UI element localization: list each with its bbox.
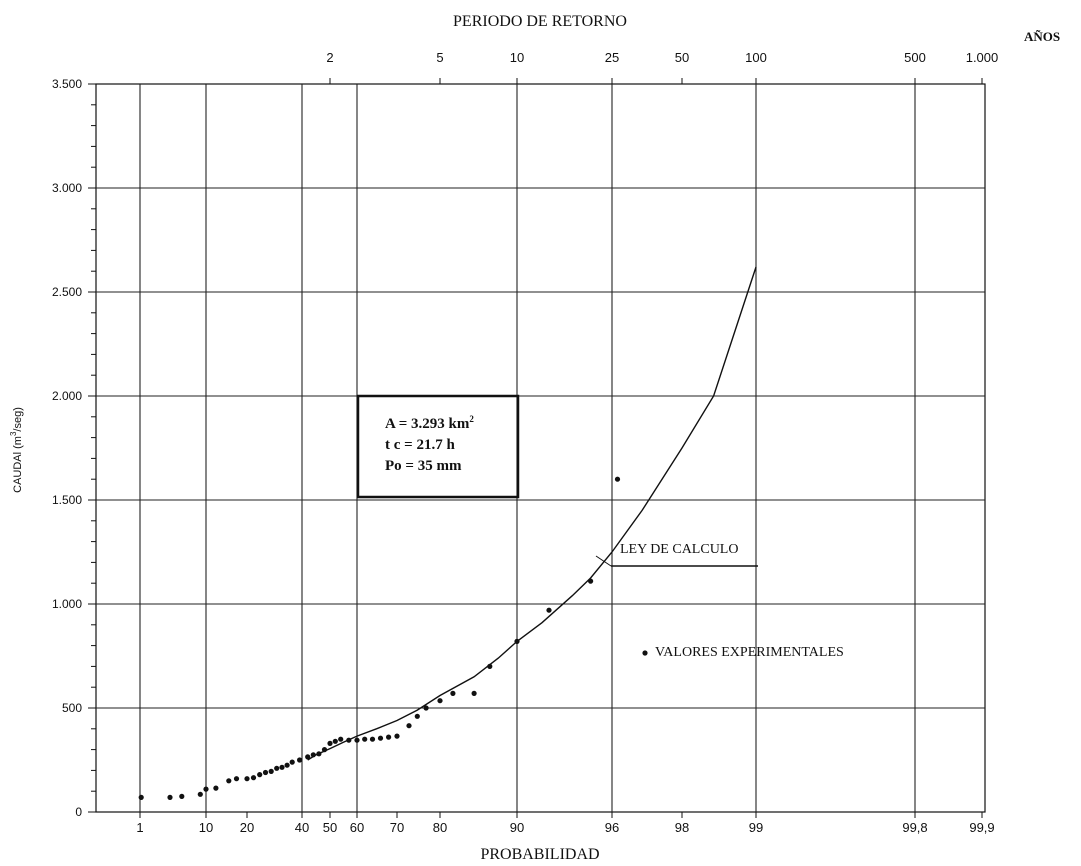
top-axis-tick-label: 10 — [510, 50, 524, 65]
experimental-point — [332, 738, 338, 744]
x-tick-label: 96 — [605, 820, 619, 835]
y-axis-title-sup: 3 — [9, 431, 18, 436]
experimental-point — [268, 768, 274, 775]
experimental-point — [284, 762, 290, 768]
x-tick-label: 99 — [749, 820, 763, 835]
experimental-point — [338, 736, 344, 742]
x-tick-label: 20 — [240, 820, 254, 835]
x-tick-label: 10 — [199, 820, 213, 835]
top-axis-tick-label: 500 — [904, 50, 926, 65]
experimental-point — [394, 733, 400, 739]
svg-text:A = 3.293 km2: A = 3.293 km2 — [385, 414, 474, 432]
experimental-point — [406, 723, 412, 729]
experimental-point — [179, 793, 185, 800]
x-tick-label: 80 — [433, 820, 447, 835]
y-tick-label: 2.500 — [52, 285, 82, 299]
experimental-point — [414, 713, 420, 719]
experimental-point — [437, 698, 443, 704]
experimental-point — [305, 754, 311, 760]
y-tick-label: 500 — [62, 701, 82, 715]
info-box-area: A = 3.293 km — [385, 416, 470, 432]
x-tick-label: 70 — [390, 820, 404, 835]
experimental-point — [274, 765, 280, 771]
experimental-point — [138, 794, 144, 801]
legend-marker — [642, 650, 648, 656]
experimental-point — [471, 690, 477, 697]
info-box: A = 3.293 km2 t c = 21.7 h Po = 35 mm — [356, 394, 520, 499]
experimental-point — [614, 476, 621, 482]
experimental-point — [386, 734, 392, 740]
y-tick-label: 1.000 — [52, 597, 82, 611]
axis-ticks — [88, 78, 983, 818]
x-tick-label: 50 — [323, 820, 337, 835]
grid — [95, 83, 986, 813]
legend-ley-de-calculo-label: LEY DE CALCULO — [620, 542, 738, 557]
experimental-point — [354, 737, 360, 743]
top-axis-tick-label: 2 — [326, 50, 333, 65]
experimental-point — [244, 776, 250, 782]
experimental-point — [167, 794, 173, 801]
legend-valores-experimentales: VALORES EXPERIMENTALES — [642, 645, 844, 660]
y-tick-label: 0 — [75, 805, 82, 819]
experimental-point — [546, 607, 552, 613]
experimental-point — [450, 690, 456, 697]
experimental-point — [233, 776, 240, 782]
experimental-point — [250, 775, 257, 781]
x-tick-label: 40 — [295, 820, 309, 835]
y-tick-label: 3.500 — [52, 77, 82, 91]
experimental-point — [289, 759, 295, 765]
series — [138, 266, 757, 801]
top-axis-tick-label: 5 — [436, 50, 443, 65]
axis-tick-labels: 0 500 1.000 1.500 2.000 2.500 3.000 3.500 1 10 20 4… — [52, 50, 998, 835]
x-tick-label: 98 — [675, 820, 689, 835]
experimental-point — [423, 705, 429, 711]
x-tick-label: 99,8 — [902, 820, 927, 835]
experimental-point — [197, 791, 203, 797]
experimental-point — [203, 786, 209, 792]
y-axis-title-text: CAUDAl (m — [12, 436, 24, 493]
top-axis-tick-label: 25 — [605, 50, 619, 65]
experimental-point — [279, 764, 285, 770]
experimental-point — [262, 769, 269, 776]
y-axis-title: CAUDAl (m3/seg) — [9, 407, 24, 493]
ley-de-calculo-curve — [307, 266, 757, 761]
y-tick-label: 1.500 — [52, 493, 82, 507]
experimental-point — [297, 757, 303, 763]
info-box-tc: t c = 21.7 h — [385, 437, 455, 453]
info-box-po: Po = 35 mm — [385, 458, 462, 474]
legend-valores-experimentales-label: VALORES EXPERIMENTALES — [655, 645, 844, 660]
experimental-point — [377, 735, 384, 741]
experimental-point — [257, 772, 263, 778]
experimental-point — [226, 778, 232, 784]
y-axis-title-tail: /seg) — [12, 407, 24, 431]
x-tick-label: 60 — [350, 820, 364, 835]
experimental-point — [369, 736, 376, 742]
x-axis-title: PROBABILIDAD — [480, 846, 599, 863]
top-axis-tick-label: 50 — [675, 50, 689, 65]
experimental-point — [362, 736, 368, 742]
x-tick-label: 1 — [136, 820, 143, 835]
top-axis-unit-label: AÑOS — [1024, 29, 1060, 44]
info-box-area-sup: 2 — [469, 414, 474, 424]
plot-frame — [95, 83, 986, 813]
experimental-point — [213, 785, 219, 791]
x-tick-label: 99,9 — [969, 820, 994, 835]
experimental-point — [327, 740, 333, 747]
y-tick-label: 2.000 — [52, 389, 82, 403]
y-tick-label: 3.000 — [52, 181, 82, 195]
legend-ley-de-calculo: LEY DE CALCULO — [595, 542, 758, 567]
x-tick-label: 90 — [510, 820, 524, 835]
top-axis-tick-label: 100 — [745, 50, 767, 65]
top-axis-tick-label: 1.000 — [966, 50, 999, 65]
chart-title: PERIODO DE RETORNO — [453, 13, 627, 30]
